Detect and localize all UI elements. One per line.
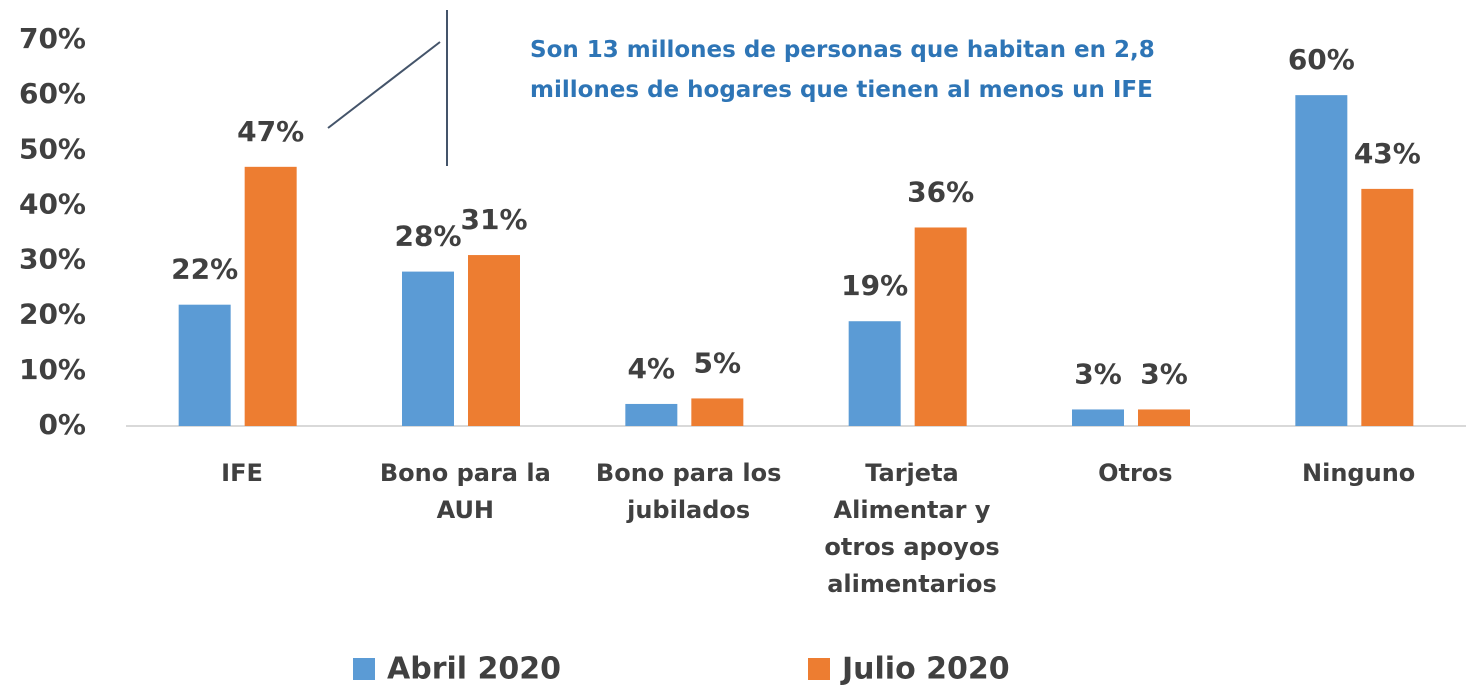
x-tick-label: Ninguno [1302, 459, 1416, 487]
y-tick-label: 10% [19, 353, 86, 386]
bar [848, 321, 901, 426]
value-label: 3% [1140, 357, 1188, 390]
y-tick-label: 50% [19, 132, 86, 165]
bar [1295, 95, 1348, 427]
y-tick-label: 0% [38, 408, 86, 441]
value-label: 28% [394, 220, 461, 253]
bar [178, 304, 231, 426]
bar [1361, 188, 1414, 426]
bar [1138, 409, 1190, 426]
y-tick-label: 20% [19, 298, 86, 331]
bar [1072, 409, 1124, 426]
value-label: 31% [460, 203, 527, 236]
y-tick-label: 40% [19, 187, 86, 220]
value-label: 3% [1074, 357, 1122, 390]
bar [468, 255, 520, 426]
value-label: 4% [628, 352, 676, 385]
legend-label: Abril 2020 [387, 652, 561, 687]
value-label: 36% [907, 175, 974, 208]
y-tick-label: 60% [19, 77, 86, 110]
legend-swatch [808, 658, 830, 680]
value-label: 19% [841, 269, 908, 302]
value-label: 47% [237, 115, 304, 148]
callout-line [327, 41, 441, 129]
value-label: 43% [1354, 137, 1421, 170]
value-label: 60% [1288, 43, 1355, 76]
x-tick-label: Otros [1098, 459, 1173, 487]
value-label: 5% [694, 346, 742, 379]
y-tick-label: 70% [19, 22, 86, 55]
legend-swatch [353, 658, 375, 680]
y-tick-label: 30% [19, 243, 86, 276]
legend-label: Julio 2020 [840, 652, 1010, 687]
value-label: 22% [171, 253, 238, 286]
bar [691, 398, 744, 426]
x-tick-label: Bono para los jubilados [595, 459, 782, 524]
bar [402, 271, 454, 426]
x-tick-label: Tarjeta Alimentar y otros apoyos aliment… [824, 459, 1000, 598]
bar [914, 227, 967, 426]
x-tick-label: Bono para la AUH [379, 459, 551, 524]
bar [244, 166, 297, 427]
annotation: Son 13 millones de personas que habitan … [530, 37, 1155, 103]
bar [625, 403, 678, 426]
x-tick-label: IFE [221, 459, 263, 487]
